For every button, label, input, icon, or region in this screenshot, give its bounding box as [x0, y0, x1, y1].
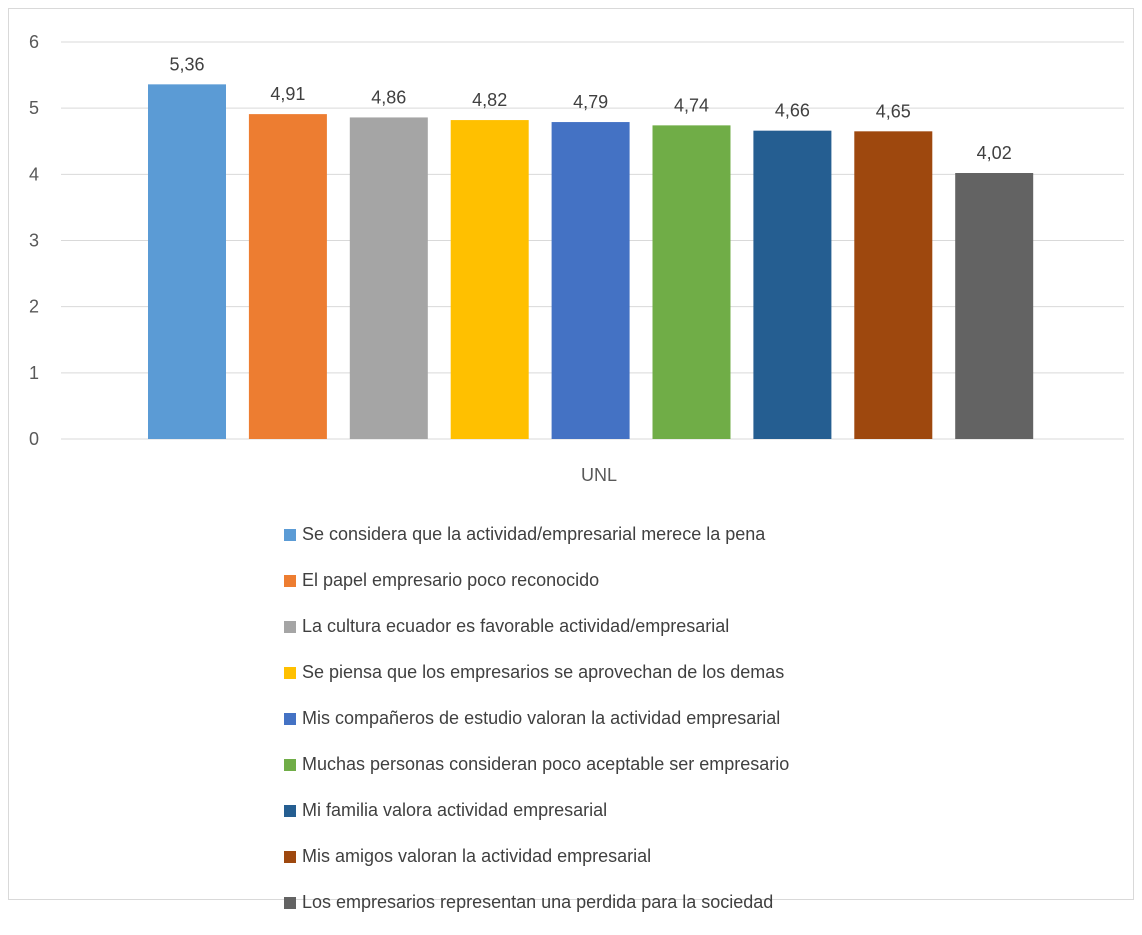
legend-label: Se considera que la actividad/empresaria…	[302, 524, 766, 544]
y-tick-label: 1	[29, 363, 39, 383]
y-tick-label: 5	[29, 98, 39, 118]
legend-label: La cultura ecuador es favorable activida…	[302, 616, 730, 636]
bar	[854, 131, 933, 439]
legend-label: Se piensa que los empresarios se aprovec…	[302, 662, 785, 682]
data-label: 4,82	[472, 90, 507, 110]
legend-item: El papel empresario poco reconocido	[284, 567, 944, 594]
bar	[148, 84, 226, 439]
legend-item: Mis amigos valoran la actividad empresar…	[284, 843, 944, 870]
legend-label: El papel empresario poco reconocido	[302, 570, 600, 590]
legend-swatch	[284, 712, 296, 725]
data-label: 4,74	[674, 95, 709, 115]
bar	[349, 117, 428, 440]
y-tick-label: 0	[29, 429, 39, 449]
legend-swatch	[284, 850, 296, 863]
legend-item: Se piensa que los empresarios se aprovec…	[284, 659, 944, 686]
data-label: 4,91	[270, 84, 305, 104]
legend-item: Mis compañeros de estudio valoran la act…	[284, 705, 944, 732]
legend-swatch	[284, 528, 296, 541]
chart-legend: Se considera que la actividad/empresaria…	[284, 521, 944, 935]
legend-item: Mi familia valora actividad empresarial	[284, 797, 944, 824]
legend-swatch	[284, 758, 296, 771]
bar	[248, 114, 327, 439]
legend-label: Mi familia valora actividad empresarial	[302, 800, 608, 820]
legend-swatch	[284, 896, 296, 909]
data-label: 4,86	[371, 87, 406, 107]
legend-swatch	[284, 620, 296, 633]
legend-label: Los empresarios representan una perdida …	[302, 892, 774, 912]
bar	[551, 122, 630, 439]
data-label: 4,79	[573, 92, 608, 112]
x-category-label: UNL	[581, 465, 617, 485]
legend-label: Mis compañeros de estudio valoran la act…	[302, 708, 781, 728]
bar	[955, 173, 1034, 439]
legend-swatch	[284, 666, 296, 679]
legend-item: Muchas personas consideran poco aceptabl…	[284, 751, 944, 778]
legend-swatch	[284, 804, 296, 817]
data-label: 4,66	[775, 101, 810, 121]
data-label: 4,65	[876, 101, 911, 121]
data-label: 5,36	[169, 54, 204, 74]
legend-swatch	[284, 574, 296, 587]
y-tick-label: 4	[29, 164, 39, 184]
legend-item: La cultura ecuador es favorable activida…	[284, 613, 944, 640]
y-tick-label: 3	[29, 231, 39, 251]
data-label: 4,02	[977, 143, 1012, 163]
legend-item: Los empresarios representan una perdida …	[284, 889, 944, 916]
bar	[652, 125, 731, 440]
y-tick-label: 6	[29, 32, 39, 52]
bar	[450, 120, 529, 440]
legend-item: Se considera que la actividad/empresaria…	[284, 521, 944, 548]
y-tick-label: 2	[29, 297, 39, 317]
legend-label: Muchas personas consideran poco aceptabl…	[302, 754, 790, 774]
bar	[753, 130, 832, 439]
bar-chart-plot: 0 1 2 3 4 5 6 5,36 4,91 4,86 4,82 4,79 4,74 4,66 4,65 4…	[29, 32, 1124, 485]
chart-frame: 0 1 2 3 4 5 6 5,36 4,91 4,86 4,82 4,79 4,74 4,66 4,65 4…	[8, 8, 1134, 912]
legend-label: Mis amigos valoran la actividad empresar…	[302, 846, 652, 866]
